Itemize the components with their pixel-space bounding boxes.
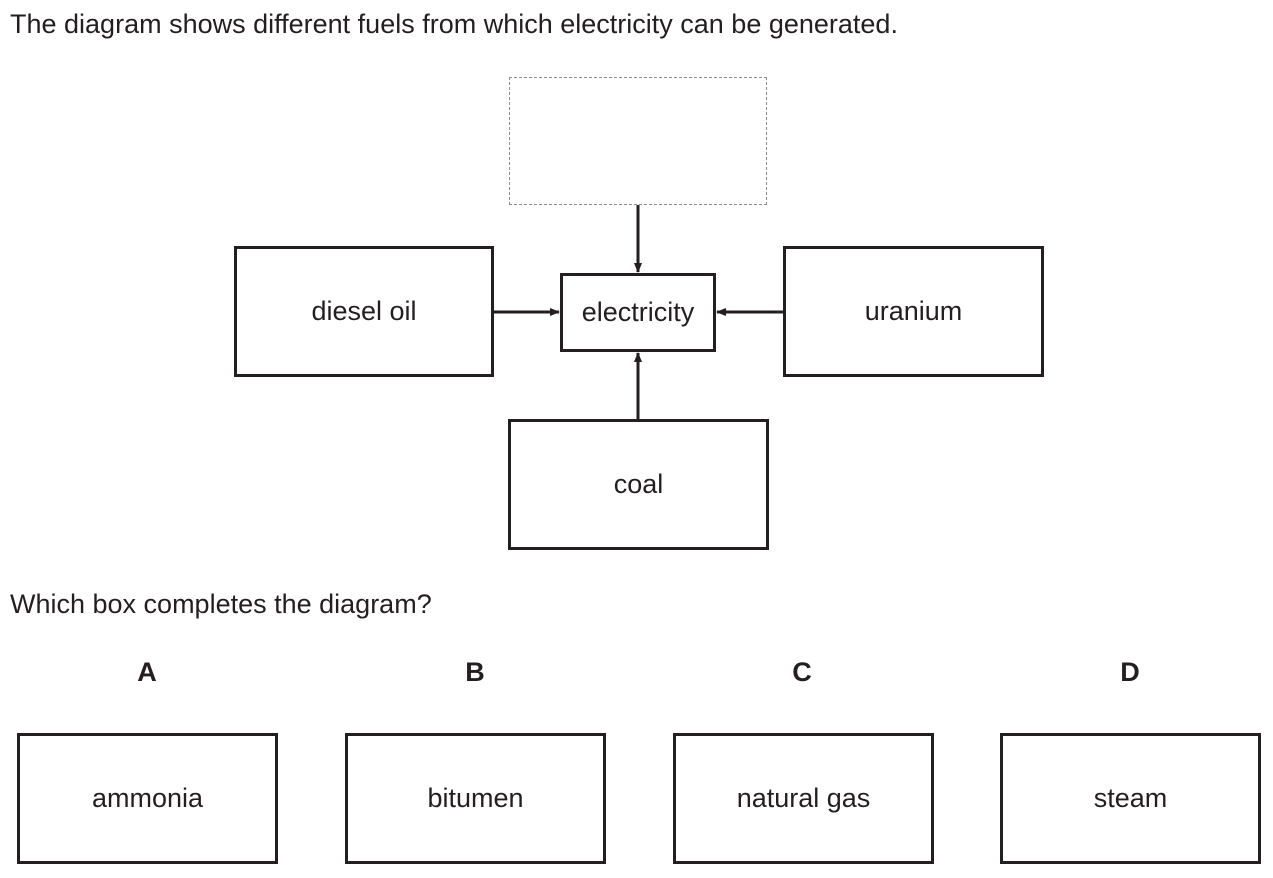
diagram-missing-box <box>509 77 767 205</box>
diagram-right-label: uranium <box>864 296 963 326</box>
diagram-left-label: diesel oil <box>311 296 417 326</box>
question-text: Which box completes the diagram? <box>10 589 432 619</box>
option-c-box[interactable]: natural gas <box>673 733 934 864</box>
diagram-left-box: diesel oil <box>234 246 494 377</box>
diagram-bottom-box: coal <box>508 419 769 550</box>
diagram-center-label: electricity <box>581 297 695 327</box>
option-b-box[interactable]: bitumen <box>345 733 606 864</box>
option-d-label: steam <box>1093 783 1168 813</box>
option-b-label: bitumen <box>427 783 524 813</box>
option-c-letter: C <box>792 657 812 687</box>
diagram-right-box: uranium <box>783 246 1044 377</box>
option-c-label: natural gas <box>736 783 871 813</box>
diagram-center-box: electricity <box>560 273 716 352</box>
diagram-bottom-label: coal <box>613 469 664 499</box>
option-a-box[interactable]: ammonia <box>17 733 278 864</box>
option-d-box[interactable]: steam <box>1000 733 1261 864</box>
option-d-letter: D <box>1120 657 1140 687</box>
option-a-label: ammonia <box>91 783 204 813</box>
intro-text: The diagram shows different fuels from w… <box>10 9 898 39</box>
option-a-letter: A <box>137 657 157 687</box>
option-b-letter: B <box>465 657 485 687</box>
